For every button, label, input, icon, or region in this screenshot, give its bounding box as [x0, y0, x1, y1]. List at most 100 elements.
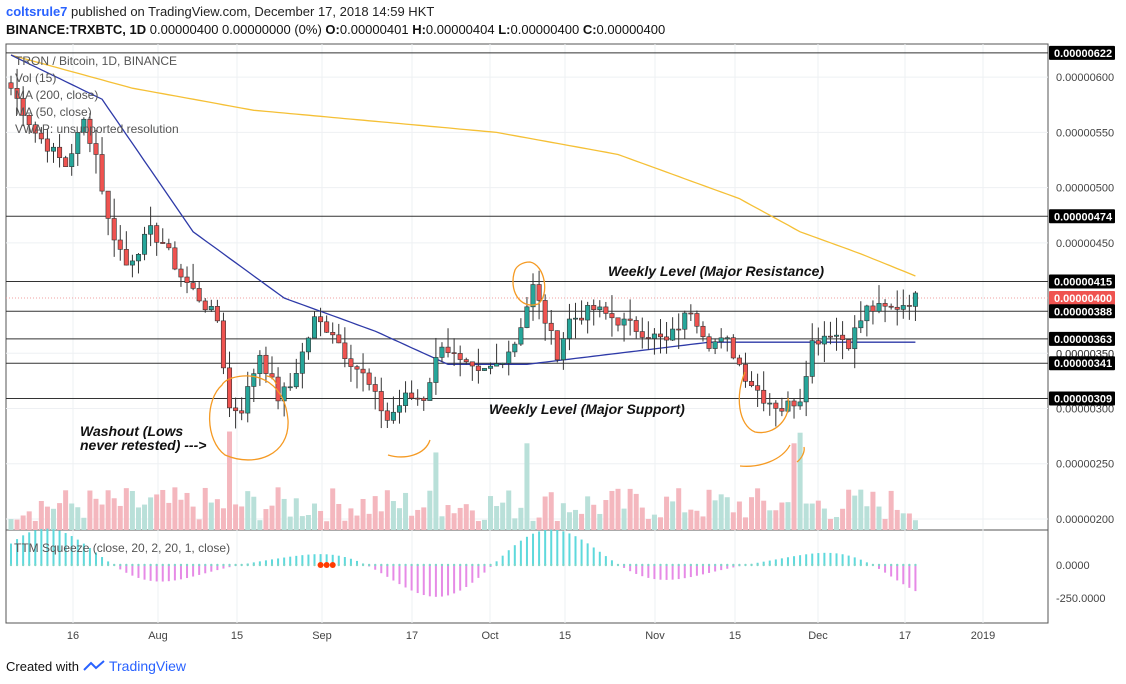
volume-bar [536, 517, 542, 530]
candle-body [706, 336, 712, 349]
high-label: H: [412, 22, 426, 37]
squeeze-dot [88, 563, 92, 567]
volume-bar [111, 498, 117, 530]
volume-bar [421, 507, 427, 530]
chart-legend: TRON / Bitcoin, 1D, BINANCE Vol (15) MA … [15, 54, 179, 136]
candle-body [111, 218, 117, 241]
price-axis[interactable]: 0.00000600 0.00000550 0.00000500 0.00000450… [1056, 72, 1114, 526]
volume-bar [324, 521, 330, 530]
candle-body [846, 339, 852, 350]
candle-body [8, 82, 14, 89]
squeeze-dot [34, 563, 37, 567]
legend-title: TRON / Bitcoin, 1D, BINANCE [15, 54, 177, 68]
time-axis[interactable]: 16 Aug 15 Sep 17 Oct 15 Nov 15 Dec 17 2019 [67, 630, 995, 642]
squeeze-dot [276, 563, 280, 567]
volume-bar [645, 518, 651, 530]
time-tick-label: Nov [645, 630, 665, 642]
squeeze-dot [756, 563, 759, 567]
volume-bar [651, 514, 657, 530]
squeeze-dot [635, 563, 638, 567]
squeeze-dot [914, 563, 917, 567]
ma50-line [10, 54, 916, 365]
volume-bar [87, 490, 93, 530]
candle-body [621, 318, 627, 326]
time-tick-label: Dec [808, 630, 828, 642]
candle-body [554, 330, 560, 361]
low-value: 0.00000400 [510, 22, 580, 37]
candle-body [227, 367, 233, 409]
open-value: 0.00000401 [339, 22, 409, 37]
candle-body [26, 115, 32, 126]
volume-bar [281, 498, 287, 530]
volume-bar [220, 508, 226, 530]
candle-body [900, 305, 906, 310]
volume-bar [627, 488, 633, 530]
volume-bar [142, 504, 148, 530]
symbol-label: BINANCE:TRXBTC, 1D [6, 22, 147, 37]
volume-bar [275, 487, 281, 530]
squeeze-dot [689, 563, 693, 567]
squeeze-dot [902, 563, 905, 567]
price-tick-label: 0.00000550 [1056, 127, 1114, 139]
time-tick-label: 2019 [971, 630, 995, 642]
squeeze-dot [392, 563, 395, 567]
volume-bar [366, 513, 372, 530]
squeeze-dot [349, 563, 353, 567]
candle-body [160, 242, 166, 244]
candle-body [415, 397, 421, 400]
candle-body [876, 303, 882, 312]
candle-body [451, 352, 457, 354]
squeeze-dot [428, 563, 432, 567]
squeeze-dot [835, 563, 838, 567]
price-tick-label: 0.00000250 [1056, 459, 1114, 471]
candle-body [524, 306, 530, 328]
candle-body [220, 320, 226, 369]
candle-body [827, 335, 833, 338]
candle-body [888, 305, 894, 308]
volume-bar [554, 520, 560, 530]
volume-bar [287, 516, 293, 530]
hand-drawn-circles [208, 261, 805, 467]
legend-vwap: VWAP: unsupported resolution [15, 122, 179, 136]
candle-body [105, 190, 111, 219]
squeeze-dot [343, 563, 347, 567]
indicator-tick-zero: 0.0000 [1056, 560, 1090, 572]
time-tick-label: 17 [406, 630, 418, 642]
squeeze-dot [641, 563, 644, 567]
squeeze-dot [525, 563, 529, 567]
candle-body [566, 318, 572, 339]
candle-body [858, 320, 864, 329]
price-tick-label: 0.00000500 [1056, 183, 1114, 195]
volume-bar [396, 508, 402, 530]
squeeze-dot [592, 563, 595, 567]
candle-body [403, 392, 409, 406]
volume-bar [761, 500, 767, 530]
volume-bar [670, 501, 676, 530]
price-label-text: 0.00000400 [1054, 293, 1112, 305]
candle-body [755, 385, 761, 391]
squeeze-dot [252, 563, 255, 567]
squeeze-dot [295, 563, 298, 567]
candle-body [245, 386, 251, 414]
squeeze-dot [537, 563, 541, 567]
volume-bar [900, 513, 906, 530]
candle-body [700, 325, 706, 338]
squeeze-dot [119, 563, 122, 567]
candle-body [293, 373, 299, 388]
candle-body [439, 346, 445, 358]
candle-body [803, 376, 809, 403]
price-label-box [1049, 274, 1115, 289]
tradingview-brand-link[interactable]: TradingView [108, 658, 187, 674]
volume-bar [676, 488, 682, 530]
candle-body [360, 368, 366, 374]
volume-bar [233, 504, 239, 530]
candle-body [469, 361, 475, 367]
volume-bar [712, 500, 718, 530]
squeeze-dot [465, 563, 468, 567]
volume-bar [621, 508, 627, 530]
volume-bar [566, 512, 572, 530]
candle-body [32, 124, 38, 134]
squeeze-dot [483, 563, 486, 567]
username-link[interactable]: coltsrule7 [6, 4, 68, 19]
